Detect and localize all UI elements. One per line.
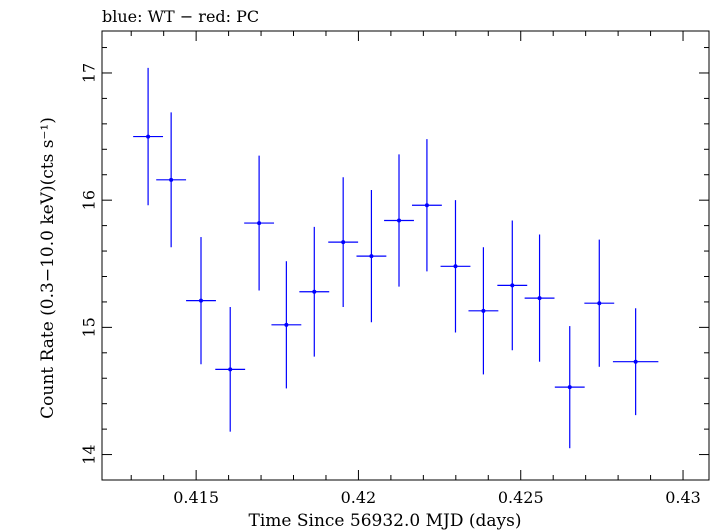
data-marker xyxy=(169,177,174,182)
y-tick-label: 14 xyxy=(80,444,99,464)
x-tick-label: 0.43 xyxy=(665,488,701,507)
data-point xyxy=(497,220,528,351)
y-axis-label: Count Rate (0.3−10.0 keV)(cts s⁻¹) xyxy=(38,117,58,419)
data-points xyxy=(133,67,659,449)
data-marker xyxy=(567,385,572,390)
axis-tick-labels: 0.415 0.42 0.425 0.43 14 15 16 17 xyxy=(80,63,701,507)
data-point xyxy=(554,326,585,449)
data-marker xyxy=(537,296,542,301)
data-marker xyxy=(424,203,429,208)
data-marker xyxy=(312,289,317,294)
y-tick-label: 17 xyxy=(80,63,99,83)
data-point xyxy=(524,234,555,362)
data-point xyxy=(612,308,659,416)
data-point xyxy=(271,261,302,389)
x-axis-label: Time Since 56932.0 MJD (days) xyxy=(249,511,522,531)
data-point xyxy=(584,239,615,367)
x-tick-label: 0.42 xyxy=(341,488,377,507)
data-marker xyxy=(633,359,638,364)
data-point xyxy=(244,155,275,291)
x-tick-label: 0.425 xyxy=(498,488,544,507)
data-marker xyxy=(284,322,289,327)
data-marker xyxy=(257,221,262,226)
chart-title: blue: WT − red: PC xyxy=(102,7,259,26)
data-point xyxy=(299,226,330,357)
data-point xyxy=(215,307,246,432)
data-marker xyxy=(481,308,486,313)
data-marker xyxy=(199,298,204,303)
plot-frame xyxy=(101,30,710,481)
data-marker xyxy=(146,134,151,139)
data-marker xyxy=(228,367,233,372)
data-marker xyxy=(397,218,402,223)
data-point xyxy=(156,112,187,248)
data-point xyxy=(356,189,387,323)
data-point xyxy=(468,247,499,375)
data-marker xyxy=(369,254,374,259)
data-marker xyxy=(597,301,602,306)
data-marker xyxy=(453,264,458,269)
data-point xyxy=(411,139,442,272)
data-point xyxy=(328,177,359,308)
axis-ticks xyxy=(102,31,709,481)
data-marker xyxy=(510,283,515,288)
x-tick-label: 0.415 xyxy=(173,488,219,507)
y-tick-label: 15 xyxy=(80,317,99,337)
y-tick-label: 16 xyxy=(80,190,99,210)
data-marker xyxy=(341,240,346,245)
data-point xyxy=(186,237,216,365)
data-point xyxy=(133,67,164,206)
data-point xyxy=(440,200,471,333)
data-point xyxy=(384,154,414,287)
